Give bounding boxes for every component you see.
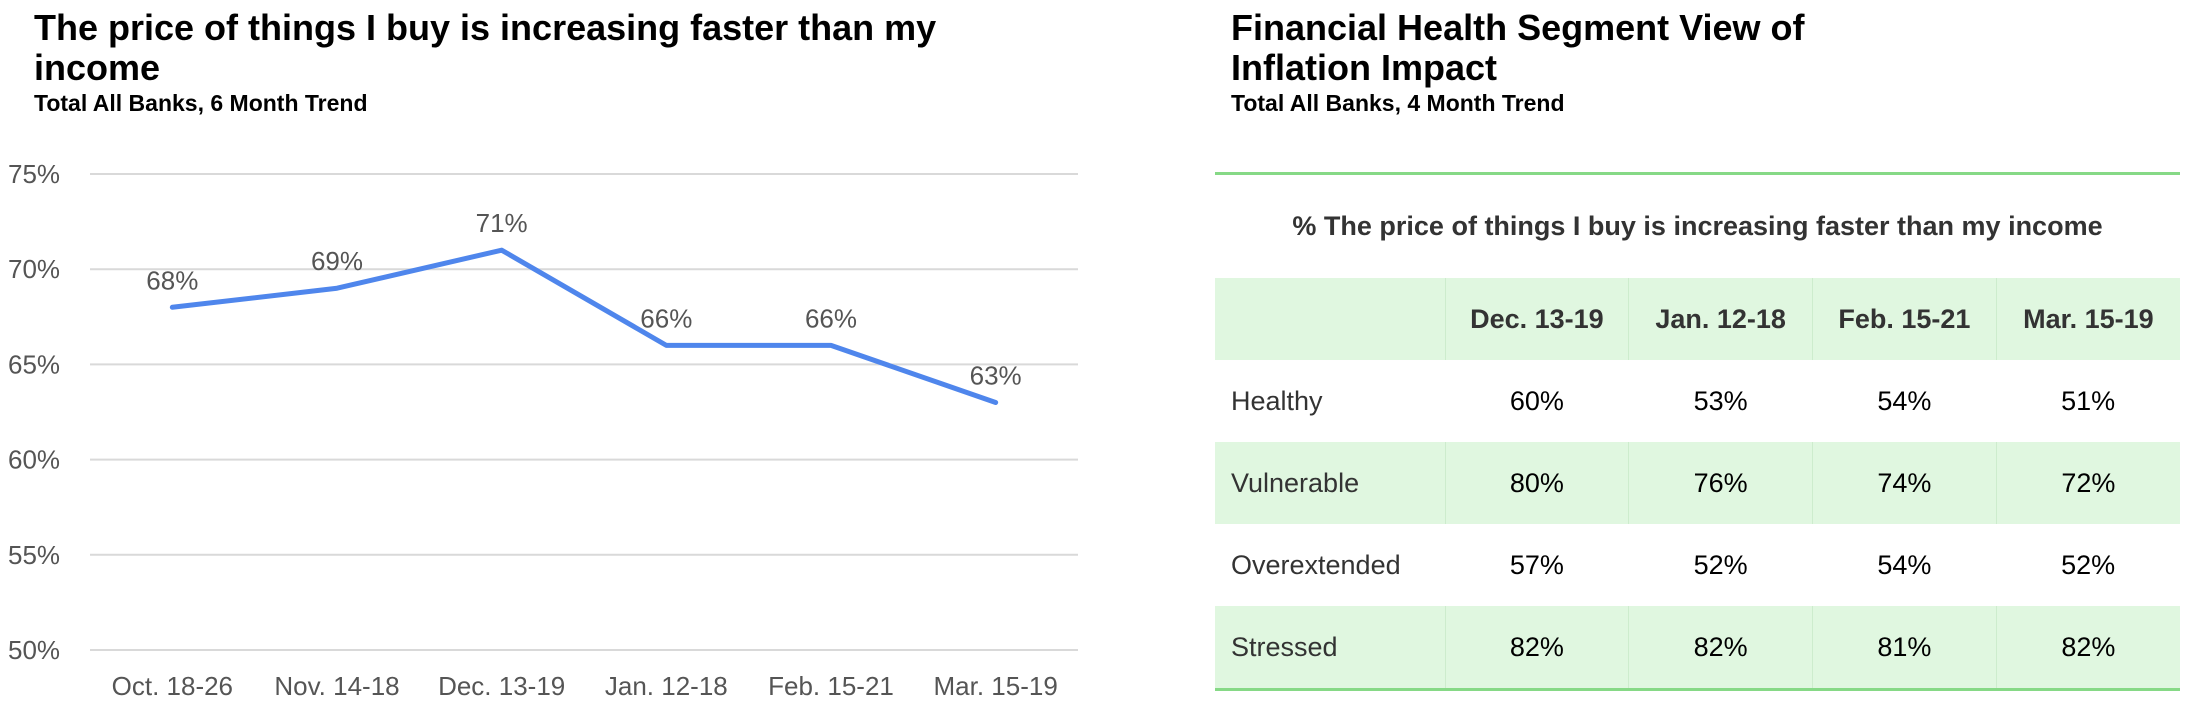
x-tick-label: Nov. 14-18 bbox=[274, 671, 399, 701]
gridlines bbox=[90, 173, 1078, 651]
column-header: Feb. 15-21 bbox=[1812, 278, 1997, 360]
table-bottom-rule bbox=[1215, 688, 2180, 691]
table-header-row: Dec. 13-19 Jan. 12-18 Feb. 15-21 Mar. 15… bbox=[1215, 278, 2180, 360]
segment-table: % The price of things I buy is increasin… bbox=[1215, 172, 2180, 691]
series-line bbox=[169, 247, 999, 405]
x-tick-label: Jan. 12-18 bbox=[605, 671, 728, 701]
column-header: Dec. 13-19 bbox=[1444, 278, 1629, 360]
table-subtitle: Total All Banks, 4 Month Trend bbox=[1231, 90, 1565, 116]
chart-subtitle: Total All Banks, 6 Month Trend bbox=[34, 90, 368, 116]
data-labels: 68% 69% 71% 66% 66% 63% bbox=[146, 208, 1021, 390]
table-cell: 52% bbox=[2061, 549, 2116, 580]
x-tick-label: Dec. 13-19 bbox=[438, 671, 565, 701]
table-heading: % The price of things I buy is increasin… bbox=[1292, 211, 2103, 241]
data-label: 68% bbox=[146, 265, 198, 295]
table-cell: 82% bbox=[1628, 606, 1813, 688]
y-axis-ticks: 50% 55% 60% 65% 70% 75% bbox=[8, 159, 60, 665]
table-cell: 52% bbox=[1693, 549, 1748, 580]
line-chart: 50% 55% 60% 65% 70% 75% Oct. 18-26 Nov. 14-18 D… bbox=[8, 159, 1078, 701]
table-row: Stressed 82% 82% 81% 82% bbox=[1215, 606, 2180, 688]
x-tick-label: Oct. 18-26 bbox=[112, 671, 233, 701]
y-tick-label: 65% bbox=[8, 349, 60, 379]
table-cell: 74% bbox=[1812, 442, 1997, 524]
row-label: Healthy bbox=[1231, 385, 1323, 416]
table-cell: 53% bbox=[1693, 385, 1748, 416]
column-header: Jan. 12-18 bbox=[1628, 278, 1813, 360]
x-tick-label: Mar. 15-19 bbox=[934, 671, 1058, 701]
data-label: 66% bbox=[640, 303, 692, 333]
table-cell: 82% bbox=[1995, 606, 2180, 688]
table-row: Overextended 57% 52% 54% 52% bbox=[1215, 524, 2180, 606]
chart-title: The price of things I buy is increasing … bbox=[34, 7, 937, 88]
column-header bbox=[1215, 278, 1445, 360]
table-cell: 54% bbox=[1877, 385, 1932, 416]
table-row: Healthy 60% 53% 54% 51% bbox=[1215, 360, 2180, 442]
table-cell: 54% bbox=[1877, 549, 1932, 580]
table-cell: 81% bbox=[1812, 606, 1997, 688]
table-cell: 72% bbox=[1995, 442, 2180, 524]
line-chart-panel: The price of things I buy is increasing … bbox=[8, 7, 1078, 701]
segment-table-panel: Financial Health Segment View of Inflati… bbox=[1215, 0, 2198, 714]
y-tick-label: 55% bbox=[8, 540, 60, 570]
y-tick-label: 50% bbox=[8, 635, 60, 665]
y-tick-label: 75% bbox=[8, 159, 60, 189]
table-cell: 76% bbox=[1628, 442, 1813, 524]
data-label: 69% bbox=[311, 246, 363, 276]
data-table: Dec. 13-19 Jan. 12-18 Feb. 15-21 Mar. 15… bbox=[1215, 278, 2180, 688]
row-label: Overextended bbox=[1231, 549, 1401, 580]
table-cell: 57% bbox=[1509, 549, 1564, 580]
y-tick-label: 60% bbox=[8, 445, 60, 475]
column-header: Mar. 15-19 bbox=[1995, 278, 2180, 360]
y-tick-label: 70% bbox=[8, 254, 60, 284]
data-label: 63% bbox=[970, 360, 1022, 390]
row-label: Vulnerable bbox=[1231, 467, 1360, 498]
x-axis-ticks: Oct. 18-26 Nov. 14-18 Dec. 13-19 Jan. 12-18… bbox=[112, 671, 1058, 701]
table-cell: 80% bbox=[1444, 442, 1629, 524]
data-label: 66% bbox=[805, 303, 857, 333]
series-line-group bbox=[169, 247, 999, 405]
table-row: Vulnerable 80% 76% 74% 72% bbox=[1215, 442, 2180, 524]
row-label: Stressed bbox=[1231, 631, 1338, 662]
table-cell: 51% bbox=[2061, 385, 2116, 416]
table-title: Financial Health Segment View of Inflati… bbox=[1231, 7, 1805, 88]
x-tick-label: Feb. 15-21 bbox=[768, 671, 894, 701]
table-top-rule bbox=[1215, 172, 2180, 175]
data-label: 71% bbox=[476, 208, 528, 238]
table-cell: 82% bbox=[1444, 606, 1629, 688]
table-cell: 60% bbox=[1509, 385, 1564, 416]
